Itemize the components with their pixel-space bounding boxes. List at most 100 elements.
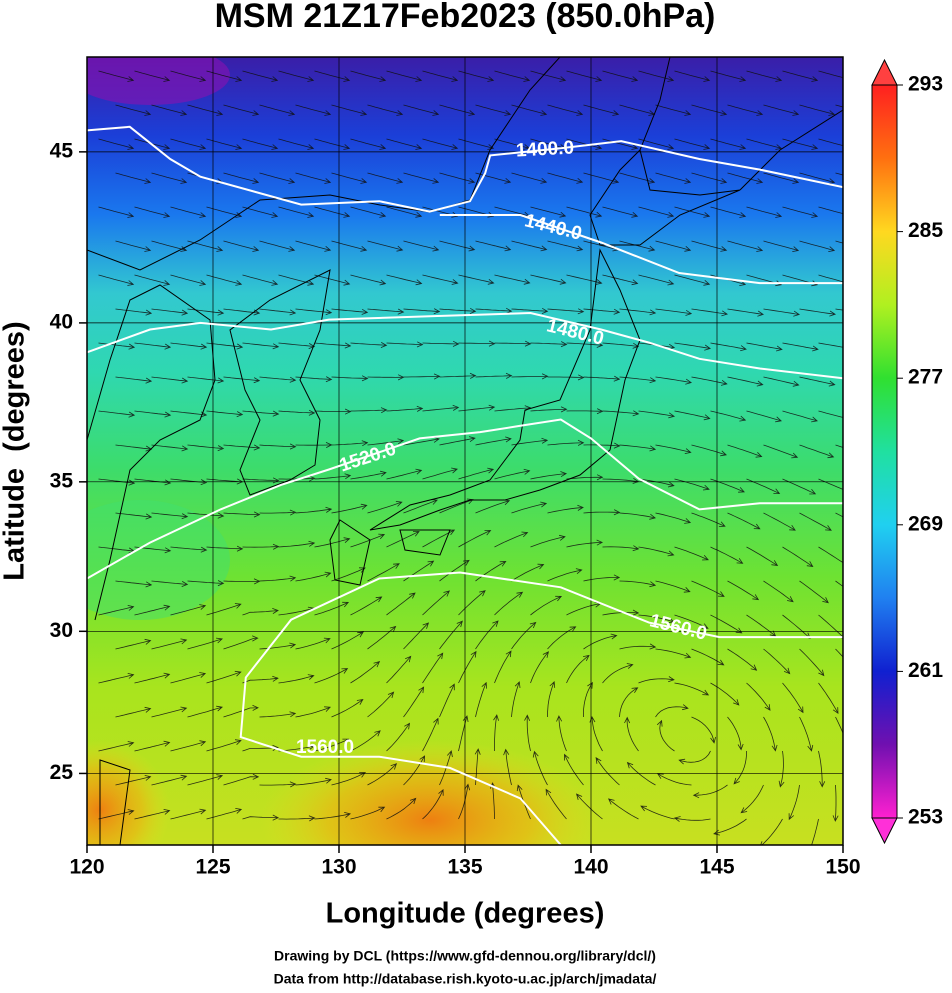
streamline bbox=[187, 240, 224, 252]
streamline bbox=[566, 539, 604, 548]
streamline bbox=[422, 404, 460, 412]
streamline bbox=[278, 274, 315, 286]
streamline bbox=[619, 643, 657, 650]
streamline bbox=[763, 172, 800, 184]
streamline bbox=[98, 605, 135, 616]
y-tick-label: 35 bbox=[50, 469, 74, 492]
streamline bbox=[350, 70, 387, 82]
x-tick-label: 120 bbox=[69, 856, 104, 879]
streamline bbox=[403, 686, 425, 718]
streamline bbox=[187, 637, 223, 650]
coastline bbox=[399, 529, 451, 556]
streamline bbox=[259, 781, 297, 788]
streamline bbox=[727, 308, 764, 317]
streamline bbox=[458, 590, 486, 616]
streamline bbox=[386, 206, 423, 218]
streamline bbox=[674, 478, 710, 491]
streamline bbox=[691, 308, 729, 317]
streamline bbox=[331, 567, 366, 582]
streamline bbox=[547, 240, 584, 252]
streamline bbox=[223, 773, 260, 786]
streamline bbox=[799, 104, 836, 116]
streamline bbox=[350, 660, 381, 684]
streamline bbox=[386, 341, 424, 348]
streamline bbox=[314, 138, 351, 150]
streamline bbox=[386, 655, 412, 684]
streamline bbox=[475, 681, 487, 718]
streamline bbox=[259, 509, 297, 516]
streamline bbox=[638, 274, 675, 286]
streamline bbox=[638, 206, 675, 218]
streamline bbox=[710, 70, 747, 82]
streamline bbox=[367, 438, 405, 446]
streamline bbox=[494, 340, 532, 347]
streamline bbox=[278, 342, 316, 349]
streamline bbox=[170, 70, 207, 82]
streamline bbox=[746, 206, 783, 218]
streamline bbox=[619, 512, 656, 520]
streamline bbox=[782, 410, 818, 423]
streamline bbox=[835, 444, 843, 448]
streamline bbox=[223, 444, 261, 451]
colorbar-tick-label: 253 bbox=[908, 806, 943, 829]
streamline bbox=[350, 274, 387, 286]
streamline bbox=[259, 575, 297, 582]
streamline bbox=[314, 537, 351, 548]
coastline bbox=[639, 57, 671, 151]
streamline bbox=[98, 478, 136, 486]
streamline bbox=[170, 342, 208, 350]
streamline bbox=[602, 410, 640, 417]
streamline bbox=[422, 590, 450, 616]
streamline bbox=[763, 580, 794, 603]
field-patch bbox=[260, 740, 600, 845]
streamline bbox=[511, 563, 545, 582]
streamline bbox=[314, 70, 351, 82]
streamline bbox=[98, 138, 135, 150]
streamline bbox=[530, 70, 567, 82]
streamline bbox=[422, 274, 459, 285]
x-tick-label: 125 bbox=[195, 856, 230, 879]
streamline bbox=[746, 682, 771, 711]
streamline bbox=[727, 648, 758, 671]
streamline bbox=[278, 674, 315, 684]
streamline bbox=[439, 372, 477, 379]
streamline bbox=[134, 604, 171, 616]
streamline bbox=[818, 70, 843, 79]
streamline bbox=[564, 753, 584, 786]
streamline bbox=[151, 172, 188, 184]
streamline bbox=[151, 580, 189, 587]
streamline bbox=[691, 716, 716, 744]
streamline bbox=[242, 675, 279, 684]
streamline bbox=[134, 70, 171, 82]
streamline bbox=[493, 714, 499, 751]
streamline bbox=[575, 793, 603, 820]
streamline bbox=[547, 504, 584, 514]
streamline bbox=[170, 808, 207, 820]
streamline bbox=[98, 70, 135, 82]
streamline bbox=[458, 404, 496, 412]
streamline bbox=[151, 376, 189, 384]
streamline bbox=[782, 342, 819, 352]
streamline bbox=[545, 788, 567, 820]
streamline bbox=[674, 342, 712, 351]
streamline bbox=[835, 580, 843, 587]
streamline bbox=[799, 648, 825, 677]
streamline bbox=[727, 716, 744, 751]
streamline bbox=[259, 240, 296, 252]
streamline bbox=[206, 138, 243, 150]
streamline bbox=[350, 407, 388, 414]
streamline bbox=[115, 104, 152, 116]
streamline bbox=[403, 499, 438, 514]
streamline bbox=[818, 206, 843, 215]
streamline bbox=[710, 614, 743, 634]
streamline bbox=[314, 738, 350, 752]
streamline bbox=[242, 70, 279, 82]
streamline bbox=[115, 638, 152, 650]
streamline bbox=[403, 172, 440, 184]
contour-line bbox=[439, 214, 843, 285]
streamline bbox=[778, 750, 785, 788]
streamline bbox=[530, 341, 568, 348]
streamline bbox=[655, 444, 692, 454]
streamline bbox=[782, 682, 804, 714]
streamline bbox=[295, 240, 332, 252]
